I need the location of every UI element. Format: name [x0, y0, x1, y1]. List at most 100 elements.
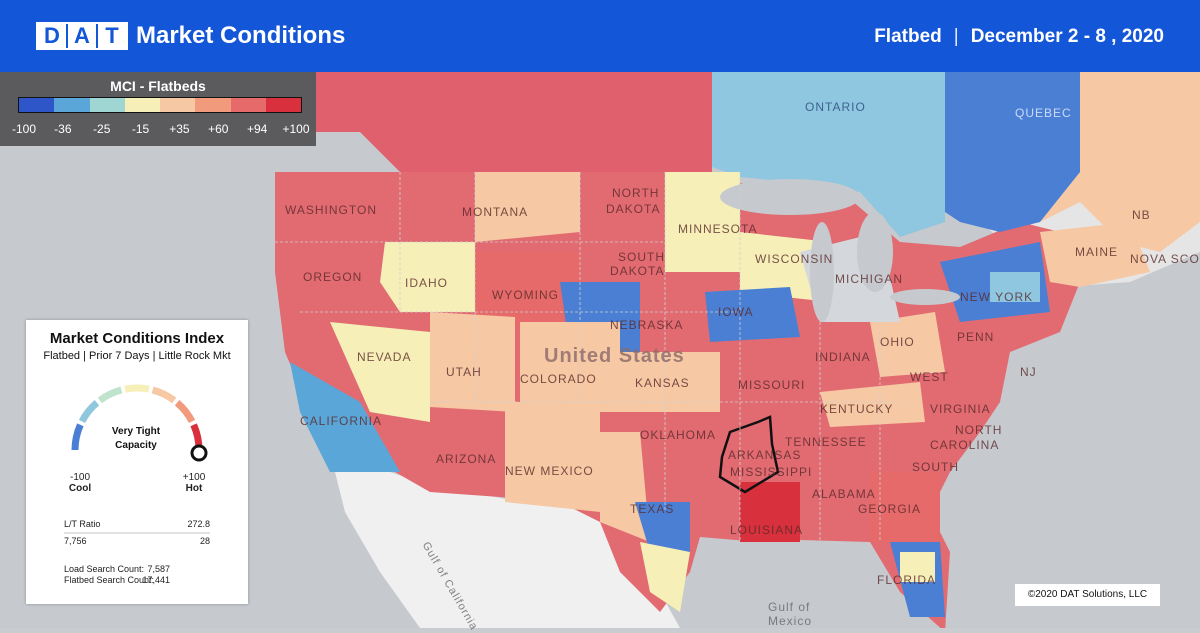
label-tennessee: TENNESSEE [785, 435, 867, 449]
capacity-status: Very Tight Capacity [86, 425, 186, 453]
gauge-indicator [190, 444, 208, 462]
flatbed-search-row: Flatbed Search Count: 17,441 [64, 575, 210, 585]
region-california [290, 362, 400, 472]
legend-swatch-5 [195, 98, 231, 112]
region-colorado [520, 322, 620, 402]
flatbed-search-value: 17,441 [142, 575, 170, 585]
region-new-mexico [505, 402, 600, 512]
label-west-virginia: WEST [910, 370, 949, 384]
header-meta: Flatbed | December 2 - 8 , 2020 [874, 26, 1164, 48]
legend-tick-3: -15 [131, 122, 150, 136]
gauge-max: +100 Hot [174, 472, 214, 494]
legend-tick-4: +35 [169, 122, 190, 136]
region-manitoba [615, 72, 712, 172]
gauge-max-value: +100 [182, 472, 206, 483]
region-mississippi [740, 482, 800, 542]
label-quebec: QUEBEC [1015, 106, 1072, 120]
region-nevada [330, 322, 430, 422]
label-minnesota: MINNESOTA [678, 222, 758, 236]
header-bar: D A T Market Conditions Flatbed | Decemb… [0, 0, 1200, 72]
label-ontario: ONTARIO [805, 100, 866, 114]
region-wyoming [475, 252, 580, 327]
dat-logo: D A T [36, 22, 128, 50]
legend-swatch-6 [230, 98, 266, 112]
label-south-dakota-2: DAKOTA [610, 264, 665, 278]
card-title: Market Conditions Index [49, 330, 225, 347]
label-wyoming: WYOMING [492, 288, 559, 302]
region-east-canada [1040, 72, 1200, 252]
label-missouri: MISSOURI [738, 378, 806, 392]
gauge-min-value: -100 [69, 472, 90, 483]
label-michigan: MICHIGAN [835, 272, 903, 286]
label-gulf-mexico-1: Gulf of [768, 600, 811, 614]
label-iowa: IOWA [718, 305, 754, 319]
legend-tick-7: +100 [282, 122, 310, 136]
label-arizona: ARIZONA [436, 452, 497, 466]
region-quebec [945, 72, 1080, 232]
label-colorado: COLORADO [520, 372, 597, 386]
label-utah: UTAH [446, 365, 482, 379]
region-texas-e [635, 502, 690, 552]
label-north-carolina-2: CAROLINA [930, 438, 1000, 452]
region-ontario [712, 72, 945, 237]
label-alabama: ALABAMA [812, 487, 876, 501]
legend-tick-0: -100 [11, 122, 37, 136]
mci-gauge [71, 384, 208, 462]
truck-count: 28 [199, 536, 210, 546]
label-south-carolina: SOUTH [912, 460, 959, 474]
gauge-segment-1 [78, 400, 100, 424]
label-nb: NB [1132, 208, 1151, 222]
label-maine: MAINE [1075, 245, 1119, 259]
label-florida: FLORIDA [877, 573, 937, 587]
label-ohio: OHIO [880, 335, 915, 349]
legend-swatch-7 [265, 98, 301, 112]
market-conditions-card: Market Conditions Index Flatbed | Prior … [26, 320, 248, 604]
label-kentucky: KENTUCKY [820, 402, 894, 416]
label-virginia: VIRGINIA [930, 402, 991, 416]
legend-swatch-3 [124, 98, 160, 112]
gauge-segment-3 [124, 384, 150, 393]
gauge-min-label: Cool [68, 483, 92, 494]
label-mississippi: MISSISSIPPI [730, 465, 813, 479]
mexico-land [330, 452, 680, 628]
date-range: December 2 - 8 , 2020 [970, 26, 1164, 47]
region-iowa [705, 287, 800, 342]
logo-letter-t: T [98, 24, 126, 48]
label-kansas: KANSAS [635, 376, 690, 390]
label-nebraska: NEBRASKA [610, 318, 684, 332]
mci-map[interactable] [0, 72, 1200, 628]
little-rock-market-outline[interactable] [718, 415, 780, 494]
lake-huron [857, 212, 893, 292]
copyright-notice: ©2020 DAT Solutions, LLC [1015, 584, 1160, 606]
label-california: CALIFORNIA [300, 414, 383, 428]
region-south-tx [640, 542, 690, 612]
label-gulf-mexico-2: Mexico [768, 614, 813, 628]
gauge-segment-2 [97, 386, 123, 404]
region-florida-n [900, 552, 935, 582]
card-subtitle: Flatbed | Prior 7 Days | Little Rock Mkt [43, 350, 231, 362]
lt-ratio-label: L/T Ratio [64, 519, 101, 529]
lt-ratio-bar [64, 532, 210, 534]
page-title: Market Conditions [136, 22, 346, 49]
label-washington: WASHINGTON [285, 203, 378, 217]
label-nova-scotia: NOVA SCO [1130, 252, 1200, 266]
label-new-mexico: NEW MEXICO [505, 464, 594, 478]
gauge-max-label: Hot [185, 483, 203, 494]
label-texas: TEXAS [630, 502, 675, 516]
load-search-value: 7,587 [147, 564, 170, 574]
legend-tick-6: +94 [246, 122, 268, 136]
load-search-row: Load Search Count: 7,587 [64, 564, 210, 574]
label-arkansas: ARKANSAS [728, 448, 802, 462]
load-count: 7,756 [64, 536, 87, 546]
label-montana: MONTANA [462, 205, 529, 219]
legend-color-scale [18, 97, 302, 113]
legend-tick-2: -25 [93, 122, 111, 136]
label-north-dakota-1: NORTH [612, 186, 660, 200]
region-ohio [870, 312, 945, 377]
label-wisconsin: WISCONSIN [755, 252, 834, 266]
label-nj: NJ [1020, 365, 1037, 379]
capacity-line-1: Very Tight [111, 426, 161, 437]
region-utah [430, 312, 515, 412]
load-search-label: Load Search Count: [64, 564, 145, 574]
region-alberta [316, 72, 490, 172]
